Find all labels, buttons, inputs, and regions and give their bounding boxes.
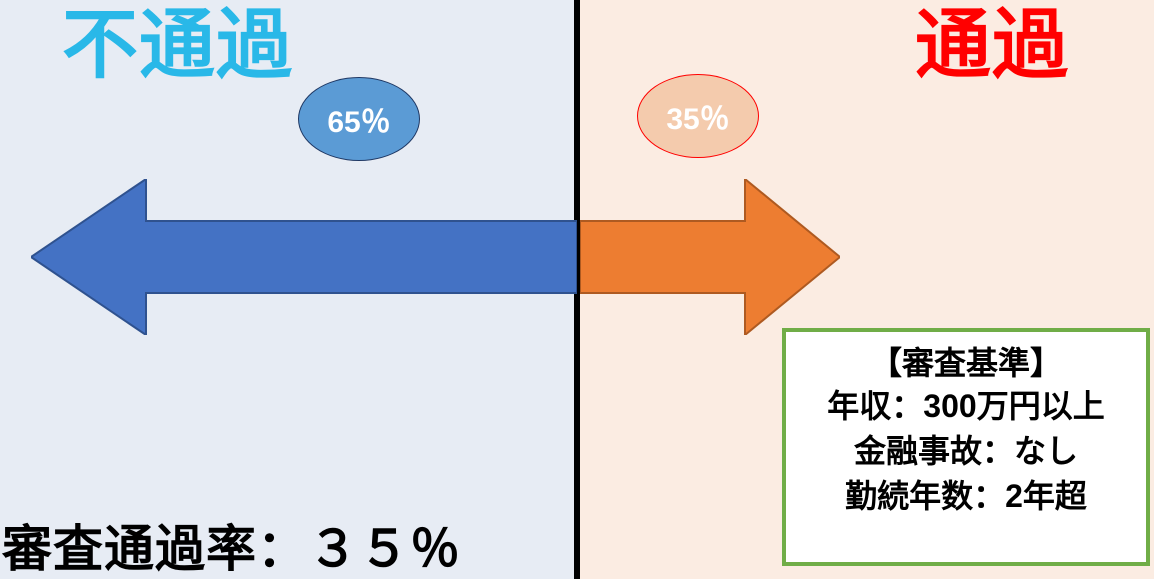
criteria-heading: 【審査基準】	[786, 338, 1146, 384]
criteria-line-2: 金融事故：なし	[786, 429, 1146, 474]
bottom-pass-rate: 審査通過率：３５％	[2, 522, 461, 577]
badge-fail-percent: 65％	[298, 77, 420, 161]
title-pass: 通過	[915, 8, 1069, 84]
arrow-left-icon	[31, 179, 577, 335]
badge-pass-percent: 35％	[637, 74, 759, 158]
badge-fail-percent-label: 65％	[327, 97, 390, 141]
arrow-right-icon	[580, 179, 840, 335]
badge-pass-percent-label: 35％	[666, 94, 729, 138]
title-fail: 不通過	[62, 8, 293, 84]
criteria-line-1: 年収：300万円以上	[786, 384, 1146, 429]
criteria-line-3: 勤続年数：2年超	[786, 474, 1146, 519]
criteria-box: 【審査基準】 年収：300万円以上 金融事故：なし 勤続年数：2年超	[782, 328, 1150, 566]
